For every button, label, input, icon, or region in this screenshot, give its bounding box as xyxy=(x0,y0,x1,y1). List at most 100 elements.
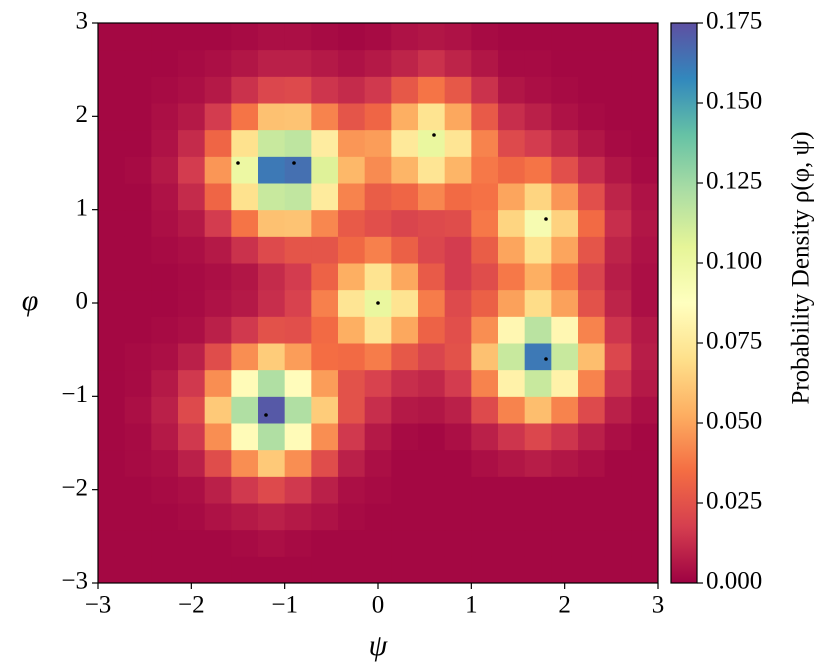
heatmap-cell xyxy=(284,129,312,157)
heatmap-cell xyxy=(178,316,206,344)
heatmap-cell xyxy=(231,289,259,317)
heatmap-cell xyxy=(631,263,659,291)
heatmap-cell xyxy=(551,236,579,264)
heatmap-cell xyxy=(604,289,632,317)
heatmap-cell xyxy=(391,129,419,157)
heatmap-cell xyxy=(231,369,259,397)
heatmap-cell xyxy=(471,49,499,77)
heatmap-cell xyxy=(311,396,339,424)
heatmap-cell xyxy=(284,183,312,211)
heatmap-cell xyxy=(364,156,392,184)
heatmap-cell xyxy=(498,343,526,371)
heatmap-cell xyxy=(178,396,206,424)
heatmap-cell xyxy=(418,23,446,51)
heatmap-cell xyxy=(124,476,152,504)
marker xyxy=(264,413,268,417)
heatmap-cell xyxy=(578,423,606,451)
heatmap-cell xyxy=(204,503,232,531)
heatmap-cell xyxy=(231,156,259,184)
heatmap-cell xyxy=(98,529,126,557)
heatmap-cell xyxy=(98,23,126,51)
heatmap-cell xyxy=(418,263,446,291)
heatmap-cell xyxy=(98,209,126,237)
heatmap-cell xyxy=(551,529,579,557)
heatmap-cell xyxy=(471,423,499,451)
heatmap-cell xyxy=(498,183,526,211)
colorbar-tick-label: 0.175 xyxy=(706,8,762,35)
heatmap-cell xyxy=(124,263,152,291)
heatmap-cell xyxy=(444,103,472,131)
heatmap-cell xyxy=(498,236,526,264)
heatmap-cell xyxy=(578,449,606,477)
x-tick-label: −3 xyxy=(85,592,112,619)
heatmap-cell xyxy=(151,49,179,77)
heatmap-cell xyxy=(631,503,659,531)
heatmap-cell xyxy=(204,23,232,51)
x-axis-label: ψ xyxy=(369,629,389,662)
heatmap-cell xyxy=(258,476,286,504)
heatmap-cell xyxy=(471,369,499,397)
y-tick-label: −1 xyxy=(61,381,88,408)
heatmap-cell xyxy=(391,369,419,397)
heatmap-cell xyxy=(604,396,632,424)
heatmap-cell xyxy=(204,449,232,477)
heatmap-cell xyxy=(178,209,206,237)
heatmap-cell xyxy=(364,183,392,211)
heatmap-cell xyxy=(444,129,472,157)
heatmap-cell xyxy=(124,76,152,104)
heatmap-cell xyxy=(471,156,499,184)
heatmap-cell xyxy=(631,236,659,264)
heatmap-cell xyxy=(178,476,206,504)
x-tick-label: 0 xyxy=(372,592,385,619)
heatmap-cell xyxy=(631,556,659,584)
heatmap-cell xyxy=(524,449,552,477)
heatmap-cell xyxy=(418,396,446,424)
heatmap-cell xyxy=(471,529,499,557)
heatmap-cell xyxy=(231,503,259,531)
heatmap-cell xyxy=(364,529,392,557)
heatmap-cell xyxy=(284,316,312,344)
heatmap-cell xyxy=(524,76,552,104)
heatmap-cell xyxy=(391,423,419,451)
heatmap-cell xyxy=(284,263,312,291)
heatmap-cell xyxy=(551,183,579,211)
heatmap-cell xyxy=(258,129,286,157)
heatmap-cell xyxy=(631,529,659,557)
heatmap-cell xyxy=(551,209,579,237)
colorbar xyxy=(670,22,698,584)
heatmap-cell xyxy=(524,156,552,184)
y-tick-label: 0 xyxy=(76,288,89,315)
heatmap-cell xyxy=(338,49,366,77)
heatmap-cell xyxy=(258,236,286,264)
heatmap-cell xyxy=(284,476,312,504)
heatmap-cell xyxy=(338,236,366,264)
heatmap-cell xyxy=(284,23,312,51)
heatmap-cell xyxy=(258,49,286,77)
colorbar-tick-label: 0.050 xyxy=(706,408,762,435)
heatmap-cell xyxy=(258,449,286,477)
heatmap-cell xyxy=(604,129,632,157)
heatmap-cell xyxy=(551,289,579,317)
heatmap-cell xyxy=(444,209,472,237)
heatmap-cell xyxy=(124,369,152,397)
heatmap-cell xyxy=(231,556,259,584)
heatmap-cell xyxy=(391,23,419,51)
heatmap-cell xyxy=(311,76,339,104)
heatmap-cell xyxy=(551,476,579,504)
heatmap-cell xyxy=(364,76,392,104)
heatmap-cell xyxy=(364,369,392,397)
heatmap-cell xyxy=(551,76,579,104)
heatmap-cell xyxy=(204,396,232,424)
heatmap-cell xyxy=(151,423,179,451)
heatmap-cell xyxy=(311,423,339,451)
heatmap-cell xyxy=(204,423,232,451)
heatmap-cell xyxy=(444,556,472,584)
heatmap-cell xyxy=(231,396,259,424)
heatmap-cell xyxy=(98,236,126,264)
heatmap-cell xyxy=(524,103,552,131)
heatmap-cell xyxy=(311,129,339,157)
heatmap-cell xyxy=(524,369,552,397)
heatmap-cell xyxy=(498,156,526,184)
colorbar-label: Probability Density ρ(φ, ψ) xyxy=(788,131,815,404)
heatmap-cell xyxy=(98,156,126,184)
